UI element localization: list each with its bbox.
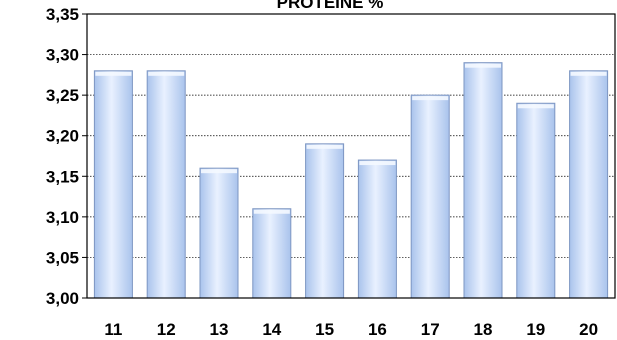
bar-cap [306, 144, 343, 149]
bar-body [93, 70, 133, 299]
bar-body [252, 208, 292, 299]
bar-cap [148, 71, 185, 76]
bar [305, 143, 345, 299]
bar-cap [359, 161, 396, 166]
bar [146, 70, 186, 299]
y-tick-label: 3,15 [46, 167, 79, 186]
bar [93, 70, 133, 299]
y-tick-label: 3,25 [46, 86, 79, 105]
bar [357, 159, 397, 299]
bar-body [357, 159, 397, 299]
x-tick-label: 18 [474, 320, 493, 339]
bar-body [410, 94, 450, 299]
x-tick-label: 17 [421, 320, 440, 339]
bar-cap [200, 169, 238, 174]
bar [410, 94, 450, 299]
y-tick-label: 3,10 [46, 208, 79, 227]
bar-cap [253, 209, 290, 214]
y-tick-label: 3,30 [46, 46, 79, 65]
y-tick-labels: 3,00 3,05 3,10 3,15 3,20 3,25 3,30 3,35 [46, 5, 87, 308]
bar-body [516, 102, 556, 299]
plot-border [86, 13, 616, 299]
bar-body [305, 143, 345, 299]
bar-body [199, 167, 239, 299]
bar [463, 62, 503, 299]
bars [93, 62, 609, 299]
bar-body [569, 70, 609, 299]
bar [199, 167, 239, 299]
x-tick-label: 20 [579, 320, 598, 339]
bar-cap [464, 63, 502, 68]
y-tick-label: 3,00 [46, 289, 79, 308]
x-tick-label: 14 [262, 320, 281, 339]
x-tick-label: 19 [526, 320, 545, 339]
bar-cap [517, 104, 554, 109]
x-tick-label: 16 [368, 320, 387, 339]
bar-cap [95, 71, 132, 76]
x-tick-label: 11 [104, 320, 122, 339]
axes [86, 13, 616, 299]
bar-cap [412, 96, 449, 101]
bar-body [146, 70, 186, 299]
y-tick-label: 3,20 [46, 127, 79, 146]
chart-title: PROTEINE % [277, 0, 384, 12]
bar-body [463, 62, 503, 299]
bar [569, 70, 609, 299]
y-tick-label: 3,35 [46, 5, 79, 24]
bar [516, 102, 556, 299]
x-tick-label: 12 [157, 320, 176, 339]
x-tick-label: 15 [315, 320, 334, 339]
bar-cap [570, 71, 607, 76]
y-tick-label: 3,05 [46, 248, 79, 267]
bar [252, 208, 292, 299]
x-tick-label: 13 [210, 320, 229, 339]
x-tick-labels: 11 12 13 14 15 16 17 18 19 20 [104, 320, 598, 339]
